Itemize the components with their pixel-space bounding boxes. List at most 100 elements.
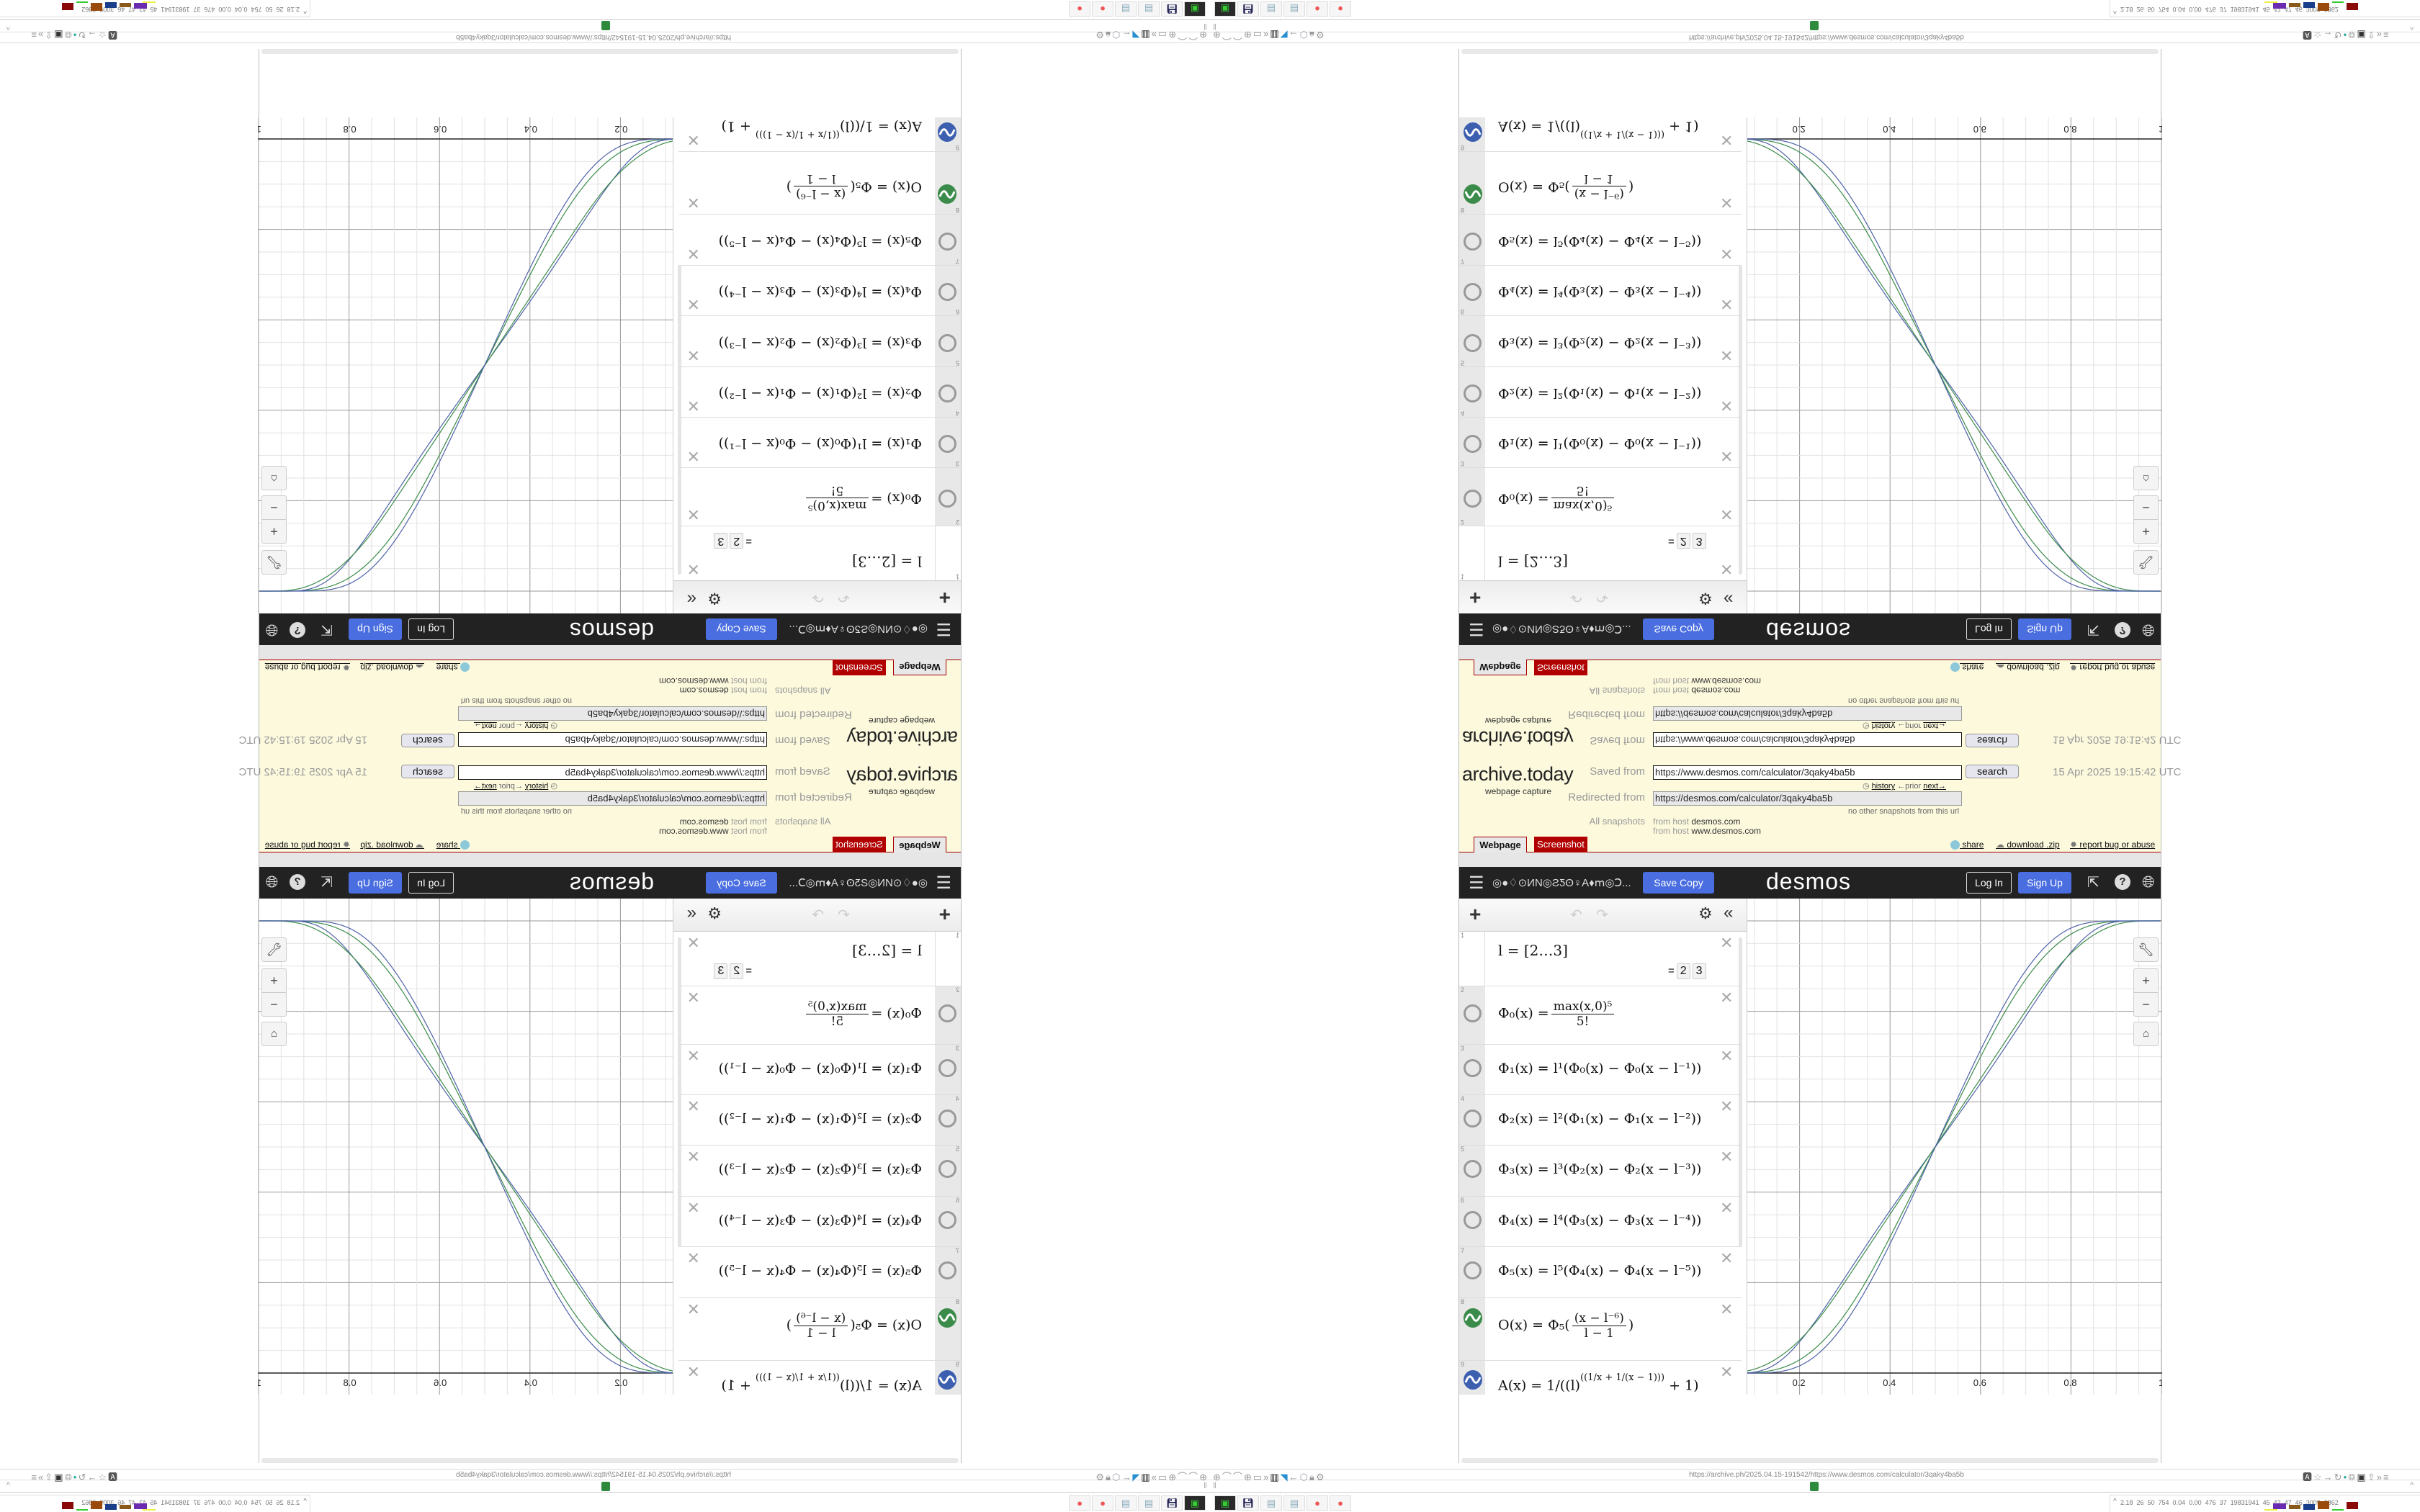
expression-math[interactable]: Φ₁(x) = l¹(Φ₀(x) − Φ₀(x − l⁻¹)): [718, 436, 922, 451]
expression-row[interactable]: 9 A(x) = 1/((l)((1/x + 1/(x − 1))) + 1) …: [678, 117, 961, 151]
shield-icon[interactable]: ⬡: [1299, 1472, 1309, 1482]
expression-row[interactable]: 7 Φ₅(x) = l⁵(Φ₄(x) − Φ₄(x − l⁻⁵)) ✕: [1459, 1247, 1742, 1298]
history-link[interactable]: history: [1871, 782, 1896, 791]
delete-expression-icon[interactable]: ✕: [686, 1047, 700, 1065]
share-graph-icon[interactable]: ⇱: [321, 621, 333, 637]
hidden-graph-toggle-icon[interactable]: [1464, 1110, 1482, 1128]
expression-math[interactable]: Φ₅(x) = l⁵(Φ₄(x) − Φ₄(x − l⁻⁵)): [718, 233, 922, 249]
sign-up-button[interactable]: Sign Up: [349, 872, 402, 894]
taskbar-app-firefox-icon[interactable]: ●: [1092, 1495, 1113, 1511]
tab-screenshot[interactable]: Screenshot: [1534, 837, 1587, 853]
host-link-www-desmos[interactable]: www.desmos.com: [1691, 826, 1762, 836]
expression-row[interactable]: 2 Φ₀(x) = max(x,0)⁵ 5! ✕: [678, 986, 961, 1045]
delete-expression-icon[interactable]: ✕: [1720, 1097, 1734, 1115]
refresh-icon[interactable]: ↻: [2334, 1472, 2342, 1482]
delete-expression-icon[interactable]: ✕: [1720, 1363, 1734, 1381]
graph-paper[interactable]: 0.2 0.4 0.6 0.8 1 🔧︎ + − ⌂: [1747, 899, 2162, 1395]
delete-expression-icon[interactable]: ✕: [1720, 934, 1734, 952]
expression-row[interactable]: 4 Φ₂(x) = l²(Φ₁(x) − Φ₁(x − l⁻²)) ✕: [678, 366, 961, 417]
hidden-graph-toggle-icon[interactable]: [938, 490, 956, 508]
download-zip-link[interactable]: download .zip: [2007, 840, 2060, 850]
hamburger-menu-icon[interactable]: ☰: [936, 873, 951, 893]
security-check-icon[interactable]: [601, 1482, 610, 1491]
taskbar-app-notepad-icon[interactable]: ▤: [1115, 1495, 1137, 1511]
tray-expand-icon[interactable]: ^: [303, 6, 307, 14]
taskbar-app-disk-manager-icon[interactable]: ▣: [1214, 1495, 1236, 1511]
expression-math[interactable]: l = [2…3]: [852, 942, 922, 959]
expression-math[interactable]: Φ₅(x) = l⁵(Φ₄(x) − Φ₄(x − l⁻⁵)): [718, 1263, 922, 1279]
default-viewport-home-icon[interactable]: ⌂: [261, 1022, 287, 1046]
log-in-button[interactable]: Log In: [1966, 872, 2012, 894]
next-link[interactable]: next→: [473, 782, 497, 791]
saved-from-input[interactable]: https://www.desmos.com/calculator/3qaky4…: [1653, 732, 1962, 747]
expression-math[interactable]: Φ₄(x) = l⁴(Φ₃(x) − Φ₃(x − l⁻⁴)): [718, 1212, 922, 1228]
hidden-graph-toggle-icon[interactable]: [1464, 1211, 1482, 1229]
hamburger-menu-icon[interactable]: ☰: [1469, 873, 1484, 893]
graph-paper[interactable]: 0.2 0.4 0.6 0.8 1 🔧︎ + − ⌂: [258, 117, 673, 613]
globe-language-icon[interactable]: 🌐︎: [2142, 621, 2155, 639]
tab-screenshot[interactable]: Screenshot: [1534, 659, 1587, 675]
sign-up-button[interactable]: Sign Up: [2018, 872, 2071, 894]
taskbar-app-disk-manager-icon[interactable]: ▣: [1184, 1495, 1206, 1511]
pause-icon[interactable]: ‖: [1213, 22, 1216, 32]
expression-math[interactable]: Φ₀(x) = max(x,0)⁵ 5!: [804, 999, 922, 1029]
search-button[interactable]: search: [1966, 734, 2019, 747]
settings-gear-icon[interactable]: ⚙: [1698, 590, 1713, 608]
globe-language-icon[interactable]: 🌐︎: [265, 873, 278, 891]
graph-settings-wrench-icon[interactable]: 🔧︎: [261, 550, 287, 575]
expression-row[interactable]: 3 Φ₁(x) = l¹(Φ₀(x) − Φ₀(x − l⁻¹)) ✕: [678, 1045, 961, 1095]
taskbar-app-firefox-icon[interactable]: ●: [1307, 1495, 1328, 1511]
redirected-from-input[interactable]: https://desmos.com/calculator/3qaky4ba5b: [1653, 791, 1962, 806]
expression-math[interactable]: A(x) = 1/((l)((1/x + 1/(x − 1))) + 1): [721, 119, 922, 140]
globe-icon[interactable]: ⊕: [1243, 1472, 1252, 1482]
expression-math[interactable]: l = [2…3]: [1498, 942, 1568, 959]
expression-math[interactable]: Φ₃(x) = l³(Φ₂(x) − Φ₂(x − l⁻³)): [1498, 1161, 1702, 1177]
delete-expression-icon[interactable]: ✕: [686, 447, 700, 465]
expression-math[interactable]: A(x) = 1/((l)((1/x + 1/(x − 1))) + 1): [721, 1372, 922, 1393]
expression-row[interactable]: 3 Φ₁(x) = l¹(Φ₀(x) − Φ₀(x − l⁻¹)) ✕: [678, 417, 961, 467]
taskbar-app-floppy-save-icon[interactable]: 💾︎: [1237, 1, 1259, 17]
globe-icon[interactable]: 🌐︎: [2348, 1472, 2356, 1482]
expression-row[interactable]: 2 Φ₀(x) = max(x,0)⁵ 5! ✕: [1459, 986, 1742, 1045]
add-expression-button[interactable]: +: [1469, 903, 1482, 925]
green-graph-toggle-icon[interactable]: [1464, 1308, 1482, 1328]
taskbar-app-notepad-icon[interactable]: ▤: [1260, 1495, 1282, 1511]
undo-icon[interactable]: ↶: [1570, 589, 1582, 605]
tab-screenshot[interactable]: Screenshot: [833, 659, 886, 675]
expression-row[interactable]: 3 Φ₁(x) = l¹(Φ₀(x) − Φ₀(x − l⁻¹)) ✕: [1459, 417, 1742, 467]
expression-math[interactable]: Φ₄(x) = l⁴(Φ₃(x) − Φ₃(x − l⁻⁴)): [1498, 1212, 1702, 1228]
expression-row[interactable]: 5 Φ₃(x) = l³(Φ₂(x) − Φ₂(x − l⁻³)) ✕: [678, 1146, 961, 1197]
report-bug-link[interactable]: report bug or abuse: [2079, 840, 2156, 850]
taskbar-app-firefox-icon[interactable]: ●: [1069, 1, 1090, 17]
hidden-graph-toggle-icon[interactable]: [938, 1004, 956, 1022]
expression-math[interactable]: O(x) = Φ₅((x − l⁻⁶) l − 1): [1498, 171, 1634, 201]
expression-row[interactable]: 7 Φ₅(x) = l⁵(Φ₄(x) − Φ₄(x − l⁻⁵)) ✕: [678, 214, 961, 265]
download-zip-link[interactable]: download .zip: [360, 840, 413, 850]
hidden-graph-toggle-icon[interactable]: [938, 384, 956, 402]
horizontal-scrollbar[interactable]: [1461, 49, 2159, 54]
graph-paper[interactable]: 0.2 0.4 0.6 0.8 1 🔧︎ + − ⌂: [1747, 117, 2162, 613]
expand-up-icon[interactable]: ^: [6, 22, 10, 31]
save-copy-button[interactable]: Save Copy: [706, 872, 777, 894]
hidden-graph-toggle-icon[interactable]: [1464, 233, 1482, 251]
taskbar-app-notepad-icon[interactable]: ▤: [1283, 1495, 1305, 1511]
expression-math[interactable]: Φ₀(x) = max(x,0)⁵ 5!: [804, 483, 922, 513]
report-bug-link[interactable]: report bug or abuse: [264, 662, 341, 672]
graph-title[interactable]: ◎●♢⊙ИN◎ƧƼʘ♀A♦ⅿ◎Ↄ...: [789, 877, 928, 889]
expression-row[interactable]: 1 l = [2…3] =23 ✕: [678, 526, 961, 580]
share-link[interactable]: share: [436, 840, 458, 850]
trash-icon[interactable]: ▥: [1270, 1472, 1279, 1482]
taskbar-app-notepad-icon[interactable]: ▤: [1115, 1, 1137, 17]
expression-row[interactable]: 2 Φ₀(x) = max(x,0)⁵ 5! ✕: [678, 467, 961, 526]
delete-expression-icon[interactable]: ✕: [1720, 1249, 1734, 1267]
log-in-button[interactable]: Log In: [408, 872, 454, 894]
security-check-icon[interactable]: [601, 21, 610, 30]
expression-math[interactable]: A(x) = 1/((l)((1/x + 1/(x − 1))) + 1): [1498, 1372, 1699, 1393]
delete-expression-icon[interactable]: ✕: [686, 346, 700, 364]
report-bug-link[interactable]: report bug or abuse: [2079, 662, 2156, 672]
translate-icon[interactable]: 🅰︎: [2303, 1472, 2313, 1482]
green-graph-toggle-icon[interactable]: [938, 1308, 956, 1328]
expand-up-icon[interactable]: ^: [6, 1481, 10, 1490]
expression-math[interactable]: Φ₅(x) = l⁵(Φ₄(x) − Φ₄(x − l⁻⁵)): [1498, 1263, 1702, 1279]
zoom-out-button[interactable]: −: [261, 495, 287, 520]
